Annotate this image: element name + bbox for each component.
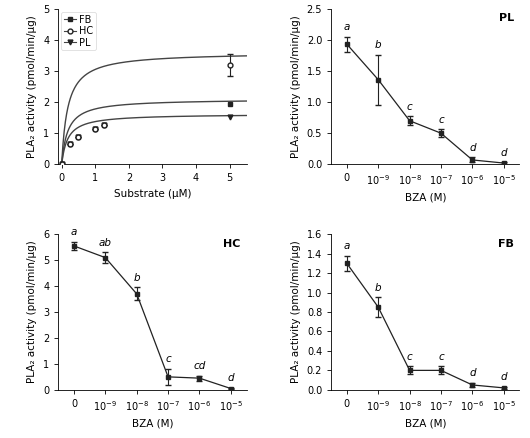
- Y-axis label: PLA₂ activity (pmol/min/μg): PLA₂ activity (pmol/min/μg): [291, 15, 301, 158]
- Text: a: a: [343, 22, 350, 32]
- Text: d: d: [227, 373, 234, 383]
- Text: c: c: [165, 354, 171, 364]
- Text: d: d: [500, 372, 507, 382]
- Text: PL: PL: [499, 14, 514, 23]
- Text: HC: HC: [224, 239, 241, 249]
- X-axis label: Substrate (μM): Substrate (μM): [113, 189, 191, 199]
- X-axis label: BZA (M): BZA (M): [131, 418, 173, 428]
- Text: a: a: [71, 227, 77, 237]
- Y-axis label: PLA₂ activity (pmol/min/μg): PLA₂ activity (pmol/min/μg): [28, 240, 38, 383]
- Text: FB: FB: [498, 239, 514, 249]
- Text: b: b: [134, 273, 140, 283]
- Y-axis label: PLA₂ activity (pmol/min/μg): PLA₂ activity (pmol/min/μg): [292, 240, 301, 383]
- Text: d: d: [500, 148, 507, 158]
- Text: c: c: [438, 352, 444, 362]
- Legend: FB, HC, PL: FB, HC, PL: [61, 12, 96, 50]
- Text: c: c: [438, 115, 444, 125]
- X-axis label: BZA (M): BZA (M): [404, 193, 446, 203]
- Text: ab: ab: [99, 238, 112, 248]
- Text: d: d: [469, 143, 475, 153]
- X-axis label: BZA (M): BZA (M): [404, 418, 446, 428]
- Text: d: d: [469, 368, 475, 378]
- Text: b: b: [375, 40, 382, 50]
- Text: b: b: [375, 283, 382, 293]
- Text: c: c: [407, 102, 412, 112]
- Y-axis label: PLA₂ activity (pmol/min/μg): PLA₂ activity (pmol/min/μg): [28, 15, 38, 158]
- Text: cd: cd: [193, 361, 206, 371]
- Text: a: a: [343, 241, 350, 251]
- Text: c: c: [407, 352, 412, 362]
